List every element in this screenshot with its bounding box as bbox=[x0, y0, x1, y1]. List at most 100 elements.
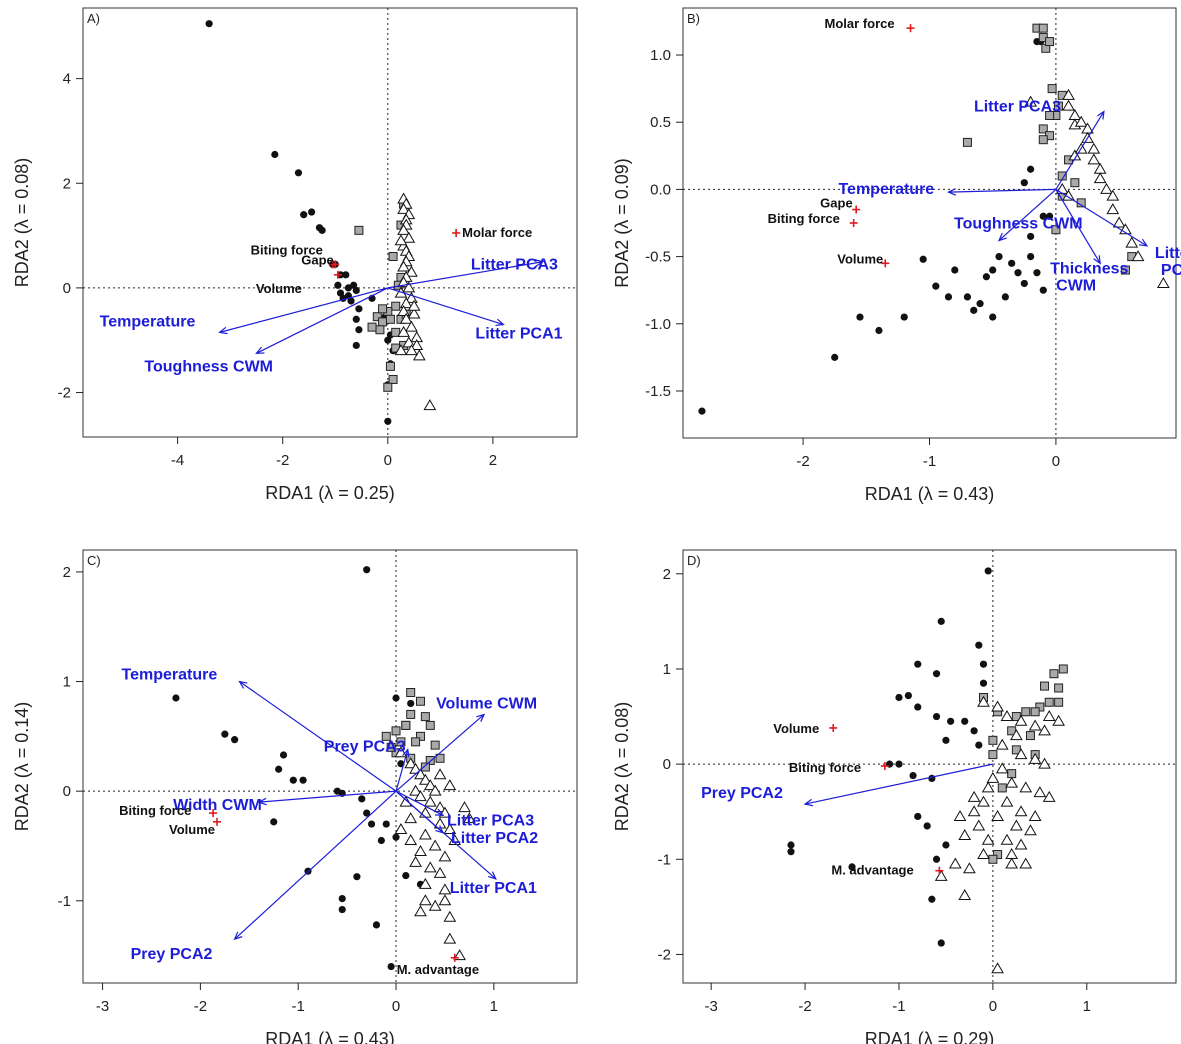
circle-point bbox=[698, 407, 706, 415]
square-point bbox=[993, 850, 1003, 860]
arrow-line bbox=[395, 790, 444, 816]
triangle-point bbox=[438, 894, 452, 906]
triangle-point bbox=[995, 738, 1009, 750]
y-tick-label: -0.5 bbox=[645, 249, 671, 266]
square-point bbox=[1045, 111, 1055, 120]
triangle-point bbox=[1014, 805, 1028, 817]
circle-point bbox=[963, 293, 972, 301]
circle-point bbox=[402, 871, 410, 880]
square-point bbox=[1038, 124, 1048, 134]
circle-point bbox=[919, 255, 927, 263]
circle-point bbox=[875, 326, 883, 335]
triangle-point bbox=[991, 809, 1004, 821]
trait-label: Biting force bbox=[768, 211, 840, 226]
square-point bbox=[997, 783, 1007, 793]
circle-point bbox=[979, 679, 988, 687]
plot-frame bbox=[82, 549, 578, 984]
y-tick-label: 2 bbox=[63, 175, 71, 192]
triangle-point bbox=[405, 320, 418, 332]
square-point bbox=[378, 304, 388, 314]
x-tick-label: -1 bbox=[923, 453, 936, 470]
triangle-point bbox=[397, 325, 410, 337]
circle-point bbox=[407, 699, 415, 708]
circle-point bbox=[961, 717, 969, 725]
circle-point bbox=[942, 736, 950, 744]
circle-point bbox=[382, 820, 390, 828]
arrow-head bbox=[487, 871, 497, 880]
circle-point bbox=[831, 353, 839, 361]
arrow-line bbox=[1055, 189, 1101, 264]
square-point bbox=[425, 755, 435, 765]
trait-cross bbox=[852, 205, 861, 214]
triangle-point bbox=[407, 299, 421, 311]
trait-label: Biting force bbox=[251, 242, 323, 257]
x-tick-label: 1 bbox=[490, 998, 498, 1015]
circle-point bbox=[387, 962, 395, 971]
triangle-point bbox=[458, 801, 471, 813]
triangle-point bbox=[963, 862, 976, 874]
trait-cross bbox=[880, 762, 889, 771]
x-tick-label: -1 bbox=[892, 998, 905, 1015]
arrow-head bbox=[233, 931, 243, 941]
triangle-point bbox=[402, 281, 416, 293]
square-point bbox=[988, 750, 998, 760]
arrow-label: Volume CWM bbox=[436, 695, 537, 712]
circle-point bbox=[976, 300, 984, 308]
triangle-point bbox=[405, 344, 418, 356]
square-point bbox=[1053, 101, 1063, 111]
arrow-head bbox=[803, 798, 814, 807]
circle-point bbox=[172, 694, 180, 702]
triangle-point bbox=[1093, 172, 1107, 184]
square-point bbox=[415, 696, 425, 706]
square-point bbox=[1038, 135, 1048, 145]
plot-frame bbox=[682, 7, 1177, 439]
circle-point bbox=[1014, 269, 1022, 277]
circle-point bbox=[1020, 279, 1028, 288]
trait-cross bbox=[331, 260, 340, 269]
circle-point bbox=[271, 150, 279, 159]
triangle-point bbox=[1062, 88, 1075, 100]
triangle-point bbox=[1028, 809, 1042, 821]
y-tick-label: 0 bbox=[63, 280, 71, 297]
triangle-point bbox=[443, 932, 457, 944]
circle-point bbox=[914, 812, 922, 821]
triangle-point bbox=[438, 850, 452, 862]
square-point bbox=[372, 312, 382, 322]
triangle-point bbox=[405, 265, 418, 277]
x-tick-label: -2 bbox=[276, 452, 289, 469]
arrow-label: Litter PCA3 bbox=[974, 98, 1061, 115]
circle-point bbox=[928, 895, 936, 903]
triangle-point bbox=[443, 910, 457, 922]
circle-point bbox=[787, 848, 795, 856]
y-tick-label: 0 bbox=[63, 783, 71, 800]
circle-point bbox=[970, 727, 978, 735]
square-point bbox=[388, 374, 398, 384]
arrow-head bbox=[434, 808, 445, 816]
square-point bbox=[1038, 23, 1048, 33]
triangle-point bbox=[409, 762, 422, 774]
arrow-line bbox=[387, 261, 543, 289]
circle-point bbox=[995, 252, 1003, 261]
trait-cross bbox=[209, 809, 218, 818]
triangle-point bbox=[1052, 714, 1065, 726]
x-tick-label: 0 bbox=[1052, 453, 1060, 470]
circle-point bbox=[300, 211, 308, 219]
triangle-point bbox=[986, 771, 1000, 783]
triangle-point bbox=[1028, 752, 1042, 764]
square-point bbox=[420, 712, 430, 722]
series-circle bbox=[172, 566, 425, 971]
circle-point bbox=[363, 809, 371, 817]
circle-point bbox=[909, 771, 917, 780]
triangle-point bbox=[958, 828, 972, 840]
trait-label: Volume bbox=[837, 251, 883, 266]
circle-point bbox=[205, 20, 213, 28]
circle-point bbox=[221, 730, 229, 738]
triangle-point bbox=[419, 894, 432, 906]
triangle-point bbox=[410, 338, 424, 350]
triangle-point bbox=[404, 833, 418, 845]
triangle-point bbox=[1068, 109, 1082, 120]
arrow-line bbox=[234, 790, 397, 940]
trait-cross bbox=[849, 219, 858, 227]
triangle-point bbox=[409, 784, 422, 796]
